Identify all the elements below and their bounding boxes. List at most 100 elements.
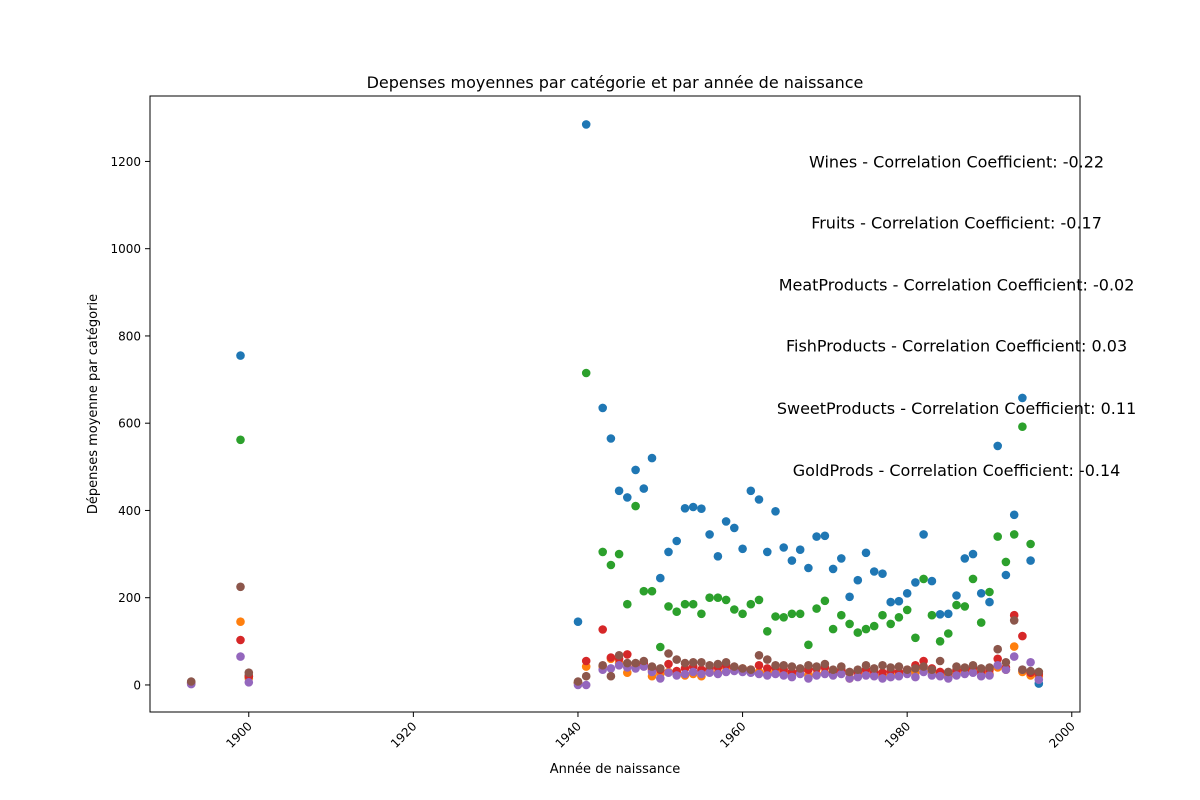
data-point-series-5: [952, 671, 961, 680]
points-layer: [186, 120, 1044, 690]
y-tick-label: 800: [118, 329, 141, 343]
data-point-series-6: [705, 661, 714, 670]
data-point-series-5: [812, 671, 821, 680]
data-point-series-3: [1026, 539, 1035, 549]
data-point-series-5: [837, 669, 846, 679]
data-point-series-4: [1018, 631, 1027, 641]
data-point-series-1: [236, 351, 245, 360]
data-point-series-1: [1018, 393, 1027, 403]
data-point-series-6: [771, 661, 780, 670]
data-point-series-6: [902, 665, 912, 674]
data-point-series-2: [1009, 642, 1019, 651]
x-axis-label: Année de naissance: [550, 762, 681, 777]
data-point-series-1: [902, 589, 912, 598]
data-point-series-1: [886, 597, 895, 607]
chart-title: Depenses moyennes par catégorie et par a…: [367, 73, 864, 92]
data-point-series-3: [828, 624, 838, 634]
data-point-series-3: [623, 599, 632, 609]
data-point-series-5: [779, 671, 788, 680]
y-tick-label: 600: [118, 417, 141, 431]
data-point-series-3: [763, 627, 772, 636]
data-point-series-5: [944, 674, 953, 683]
data-point-series-3: [878, 610, 887, 620]
data-point-series-3: [614, 549, 624, 559]
data-point-series-1: [985, 597, 994, 607]
data-point-series-5: [688, 667, 698, 677]
data-point-series-3: [869, 621, 879, 631]
data-point-series-5: [853, 672, 863, 682]
data-point-series-3: [672, 607, 681, 616]
data-point-series-6: [911, 664, 920, 673]
data-point-series-1: [952, 591, 961, 600]
data-point-series-1: [894, 596, 904, 606]
data-point-series-5: [672, 671, 681, 680]
data-point-series-4: [606, 653, 616, 662]
data-point-series-5: [244, 678, 254, 687]
data-point-series-1: [656, 573, 665, 583]
data-point-series-1: [581, 120, 591, 129]
y-tick-label: 1000: [110, 242, 141, 256]
data-point-series-3: [236, 435, 245, 445]
data-point-series-5: [820, 669, 830, 679]
y-tick-label: 1200: [110, 155, 141, 169]
data-point-series-3: [713, 593, 723, 602]
data-point-series-1: [639, 484, 649, 493]
data-point-series-3: [820, 596, 830, 606]
data-point-series-6: [968, 661, 978, 670]
data-point-series-3: [837, 610, 846, 620]
data-point-series-6: [656, 664, 665, 673]
data-point-series-5: [721, 667, 731, 677]
correlation-annotation: GoldProds - Correlation Coefficient: -0.…: [793, 461, 1121, 480]
data-point-series-6: [573, 677, 583, 686]
correlation-annotation: FishProducts - Correlation Coefficient: …: [786, 337, 1127, 356]
data-point-series-6: [631, 658, 640, 668]
data-point-series-3: [993, 532, 1002, 541]
data-point-series-6: [647, 662, 657, 671]
data-point-series-6: [581, 671, 591, 681]
data-point-series-6: [845, 667, 854, 677]
data-point-series-3: [894, 613, 904, 622]
data-point-series-1: [853, 575, 863, 585]
data-point-series-3: [598, 547, 607, 557]
data-point-series-6: [976, 664, 986, 673]
data-point-series-1: [976, 589, 986, 598]
data-point-series-1: [1026, 556, 1035, 565]
data-point-series-6: [606, 671, 616, 681]
data-point-series-6: [763, 655, 772, 664]
data-point-series-4: [763, 664, 772, 673]
data-point-series-5: [985, 671, 994, 680]
data-point-series-3: [779, 613, 788, 622]
data-point-series-5: [861, 671, 871, 680]
data-point-series-3: [680, 599, 690, 609]
data-point-series-1: [993, 441, 1002, 451]
data-point-series-3: [845, 619, 854, 629]
y-tick-label: 0: [133, 678, 141, 692]
data-point-series-6: [861, 661, 871, 670]
data-point-series-6: [713, 659, 723, 669]
data-point-series-3: [730, 605, 739, 614]
data-point-series-3: [795, 609, 805, 619]
data-point-series-5: [664, 668, 673, 677]
data-point-series-6: [779, 661, 788, 670]
data-point-series-3: [853, 628, 863, 637]
data-point-series-3: [960, 602, 970, 611]
data-point-series-3: [738, 609, 747, 619]
data-point-series-1: [1001, 570, 1011, 580]
data-point-series-1: [968, 549, 978, 559]
data-point-series-6: [236, 582, 245, 592]
data-point-series-6: [894, 662, 904, 671]
data-point-series-6: [697, 658, 706, 667]
data-point-series-4: [598, 625, 607, 634]
y-axis-label: Dépenses moyenne par catégorie: [86, 294, 101, 514]
data-point-series-6: [869, 664, 879, 673]
data-point-series-3: [944, 629, 953, 638]
data-point-series-6: [886, 663, 895, 672]
data-point-series-1: [738, 544, 747, 554]
data-point-series-5: [935, 671, 945, 681]
plot-frame: [149, 95, 1081, 713]
data-point-series-5: [804, 674, 813, 683]
data-point-series-3: [985, 587, 994, 597]
data-point-series-1: [672, 536, 681, 546]
data-point-series-3: [919, 574, 928, 584]
data-point-series-1: [787, 556, 797, 565]
